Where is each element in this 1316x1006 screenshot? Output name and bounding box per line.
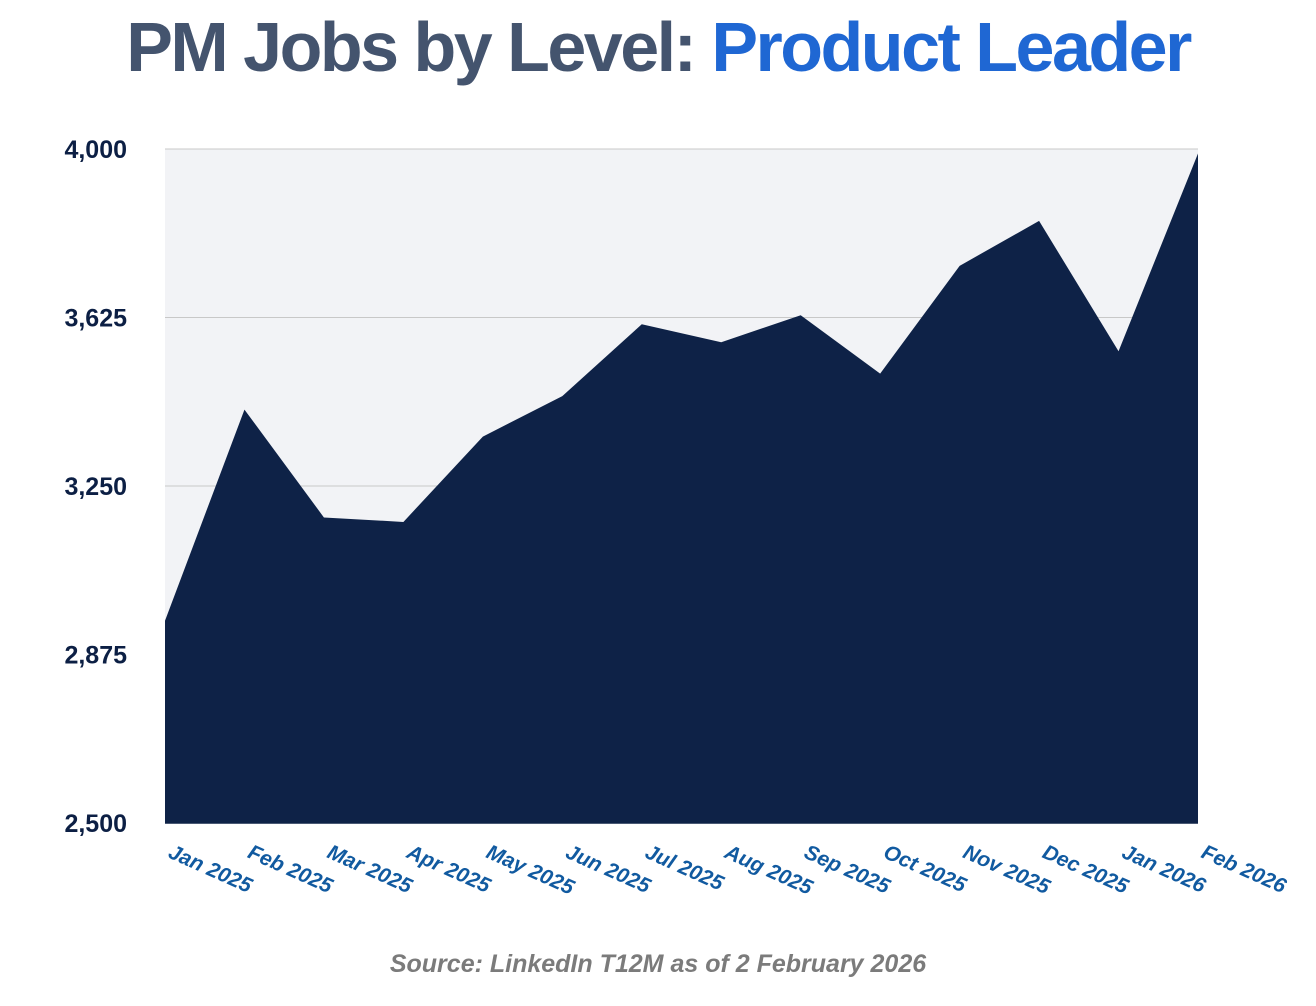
y-tick-label: 2,875 [64, 642, 127, 670]
y-axis-tick-labels: 2,500 2,875 3,250 3,625 4,000 [64, 136, 127, 838]
x-tick-label: Feb 2026 [1198, 841, 1290, 899]
source-note: Source: LinkedIn T12M as of 2 February 2… [389, 950, 927, 978]
x-tick-label: Jan 2025 [165, 841, 256, 898]
chart-title-main: PM Jobs by Level: [126, 8, 712, 86]
series-area [165, 153, 1198, 824]
y-tick-label: 4,000 [64, 136, 127, 164]
x-tick-label: Nov 2025 [960, 841, 1054, 900]
y-tick-label: 3,250 [64, 473, 127, 501]
chart-title-accent: Product Leader [711, 8, 1192, 86]
x-tick-label: Apr 2025 [402, 840, 494, 898]
x-tick-label: Oct 2025 [880, 841, 970, 898]
x-tick-label: Aug 2025 [720, 840, 816, 900]
x-tick-label: Jul 2025 [642, 841, 727, 896]
x-tick-label: Feb 2025 [244, 841, 336, 899]
y-tick-label: 3,625 [64, 305, 127, 333]
x-tick-label: Jan 2026 [1119, 841, 1210, 898]
x-tick-label: Jun 2025 [562, 841, 654, 899]
x-tick-label: Dec 2025 [1039, 841, 1132, 899]
x-tick-label: May 2025 [483, 841, 578, 900]
x-tick-label: Sep 2025 [801, 841, 894, 899]
y-tick-label: 2,500 [64, 810, 127, 838]
chart-title: PM Jobs by Level: Product Leader [0, 2, 1316, 92]
x-tick-label: Mar 2025 [324, 841, 416, 899]
